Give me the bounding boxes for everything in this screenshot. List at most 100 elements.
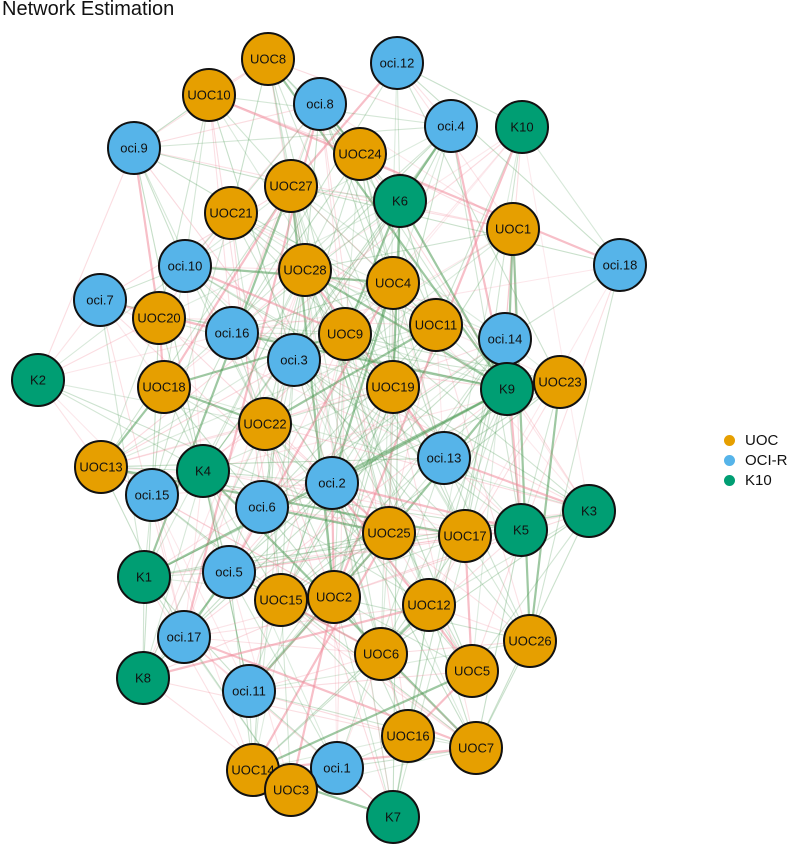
node-label: oci.12 <box>380 56 415 71</box>
node-circle <box>116 651 170 705</box>
node-circle <box>373 174 427 228</box>
edge <box>293 200 401 361</box>
edge <box>100 324 437 468</box>
node-circle <box>333 127 387 181</box>
node-uoc15: UOC15 <box>254 573 308 627</box>
node-k10: K10 <box>495 100 549 154</box>
edge <box>184 265 204 472</box>
edge <box>143 576 254 771</box>
node-label: UOC16 <box>386 729 429 744</box>
edge <box>252 653 382 771</box>
node-label: UOC20 <box>137 311 180 326</box>
edge <box>344 333 466 537</box>
node-label: UOC17 <box>443 529 486 544</box>
node-k5: K5 <box>494 503 548 557</box>
edge <box>37 147 135 381</box>
node-label: K7 <box>385 810 401 825</box>
node-label: K5 <box>513 523 529 538</box>
node-circle <box>362 506 416 560</box>
node-oci-1: oci.1 <box>310 741 364 795</box>
node-circle <box>235 480 289 534</box>
node-label: UOC6 <box>363 647 399 662</box>
node-label: UOC28 <box>283 263 326 278</box>
node-circle <box>264 159 318 213</box>
node-uoc23: UOC23 <box>533 355 587 409</box>
edge <box>511 228 532 642</box>
node-circle <box>238 397 292 451</box>
edge <box>267 58 382 655</box>
node-circle <box>264 763 318 817</box>
edge <box>151 212 232 496</box>
edge <box>183 636 394 818</box>
edge <box>428 381 561 606</box>
edge <box>202 153 361 472</box>
edge <box>248 670 473 692</box>
edge <box>319 103 394 284</box>
node-oci-6: oci.6 <box>235 480 289 534</box>
node-circle <box>445 644 499 698</box>
legend-swatch-uoc <box>724 434 735 446</box>
edge <box>37 332 233 381</box>
edge <box>304 269 508 390</box>
edge <box>359 153 514 230</box>
node-label: oci.2 <box>318 476 345 491</box>
node-oci-8: oci.8 <box>293 77 347 131</box>
edge <box>151 494 335 598</box>
edge <box>184 265 333 484</box>
legend-item-oci-r: OCI-R <box>724 450 788 470</box>
node-uoc22: UOC22 <box>238 397 292 451</box>
node-circle <box>132 291 186 345</box>
node-label: K6 <box>392 194 408 209</box>
node-oci-15: oci.15 <box>125 468 179 522</box>
edge <box>396 62 621 266</box>
node-label: oci.1 <box>323 761 350 776</box>
node-label: oci.4 <box>437 119 464 134</box>
edge <box>183 470 204 638</box>
edge <box>261 338 506 508</box>
node-uoc4: UOC4 <box>366 256 420 310</box>
node-circle <box>293 77 347 131</box>
node-circle <box>73 273 127 327</box>
node-circle <box>307 570 361 624</box>
edge <box>331 482 473 672</box>
node-k3: K3 <box>562 484 616 538</box>
edge <box>143 269 306 578</box>
node-uoc9: UOC9 <box>318 307 372 361</box>
node-circle <box>318 307 372 361</box>
node-label: K8 <box>135 671 151 686</box>
edge <box>330 282 395 484</box>
node-k8: K8 <box>116 651 170 705</box>
node-label: UOC5 <box>454 664 490 679</box>
node-label: K1 <box>136 570 152 585</box>
node-label: oci.13 <box>427 451 462 466</box>
edge <box>202 386 394 472</box>
edge <box>228 571 338 769</box>
edge <box>344 333 430 606</box>
chart-title: Network Estimation <box>2 0 175 20</box>
edge <box>151 494 477 749</box>
node-circle <box>366 256 420 310</box>
node-label: UOC7 <box>458 741 494 756</box>
edge <box>428 510 590 606</box>
node-label: UOC26 <box>508 634 551 649</box>
edge <box>264 324 437 425</box>
edge <box>99 299 145 578</box>
node-label: oci.6 <box>248 500 275 515</box>
node-label: oci.17 <box>167 630 202 645</box>
node-circle <box>495 100 549 154</box>
node-circle <box>417 431 471 485</box>
node-oci-16: oci.16 <box>205 306 259 360</box>
node-circle <box>278 243 332 297</box>
edge <box>331 338 506 484</box>
node-circle <box>254 573 308 627</box>
node-k4: K4 <box>176 444 230 498</box>
node-label: UOC8 <box>250 52 286 67</box>
node-label: K3 <box>581 504 597 519</box>
node-uoc5: UOC5 <box>445 644 499 698</box>
node-uoc13: UOC13 <box>74 440 128 494</box>
node-circle <box>204 186 258 240</box>
edge <box>333 596 338 769</box>
edge <box>331 481 522 532</box>
edge <box>142 677 409 737</box>
node-oci-11: oci.11 <box>222 664 276 718</box>
